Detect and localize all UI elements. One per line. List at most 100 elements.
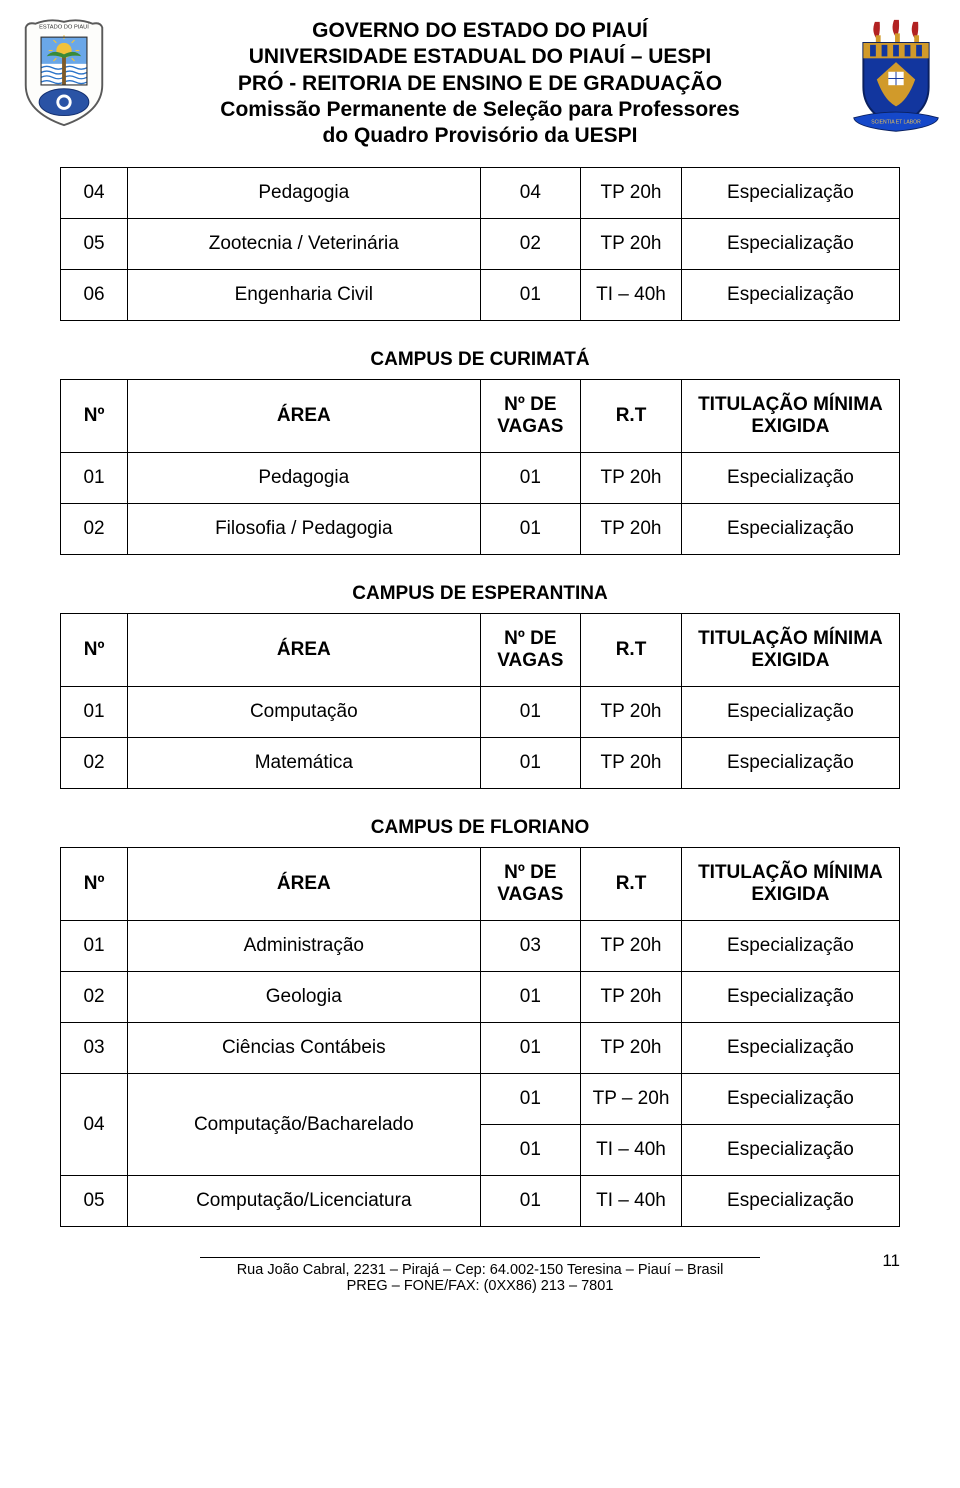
cell-area: Administração: [128, 921, 480, 972]
table-row: 05 Zootecnia / Veterinária 02 TP 20h Esp…: [61, 219, 900, 270]
table-row: 04 Pedagogia 04 TP 20h Especialização: [61, 168, 900, 219]
cell-titulacao: Especialização: [681, 504, 899, 555]
table-header-row: Nº ÁREA Nº DE VAGAS R.T TITULAÇÃO MÍNIMA…: [61, 614, 900, 687]
page-footer: 11 Rua João Cabral, 2231 – Pirajá – Cep:…: [60, 1257, 900, 1294]
campus-title-floriano: CAMPUS DE FLORIANO: [60, 817, 900, 839]
header-line-2: UNIVERSIDADE ESTADUAL DO PIAUÍ – UESPI: [220, 44, 739, 70]
cell-area: Matemática: [128, 738, 480, 789]
cell-area: Zootecnia / Veterinária: [128, 219, 480, 270]
cell-titulacao: Especialização: [681, 219, 899, 270]
col-header-rt: R.T: [581, 614, 682, 687]
page-number: 11: [882, 1251, 900, 1271]
table-row: 01 Pedagogia 01 TP 20h Especialização: [61, 453, 900, 504]
cell-area: Ciências Contábeis: [128, 1023, 480, 1074]
col-header-vagas-l1: Nº DE: [504, 862, 556, 883]
cell-rt: TP 20h: [581, 219, 682, 270]
cell-vagas: 01: [480, 1074, 581, 1125]
cell-vagas: 01: [480, 972, 581, 1023]
cell-area: Pedagogia: [128, 168, 480, 219]
page: ESTADO DO PIAUÍ: [0, 0, 960, 1304]
cell-vagas: 01: [480, 1176, 581, 1227]
table-row: 06 Engenharia Civil 01 TI – 40h Especial…: [61, 270, 900, 321]
university-shield-icon: SCIENTIA ET LABOR: [848, 18, 944, 143]
col-header-num: Nº: [61, 848, 128, 921]
cell-num: 02: [61, 972, 128, 1023]
cell-num: 04: [61, 168, 128, 219]
col-header-vagas: Nº DE VAGAS: [480, 848, 581, 921]
cell-num: 04: [61, 1074, 128, 1176]
cell-rt: TP 20h: [581, 738, 682, 789]
col-header-num: Nº: [61, 614, 128, 687]
cell-rt: TP 20h: [581, 687, 682, 738]
header-line-4: Comissão Permanente de Seleção para Prof…: [220, 97, 739, 123]
svg-text:ESTADO DO PIAUÍ: ESTADO DO PIAUÍ: [39, 24, 89, 31]
campus-title-esperantina: CAMPUS DE ESPERANTINA: [60, 583, 900, 605]
col-header-vagas-l1: Nº DE: [504, 628, 556, 649]
col-header-rt: R.T: [581, 380, 682, 453]
table-row: 02 Matemática 01 TP 20h Especialização: [61, 738, 900, 789]
col-header-titulacao: TITULAÇÃO MÍNIMA EXIGIDA: [681, 848, 899, 921]
cell-vagas: 01: [480, 453, 581, 504]
footer-line-2: PREG – FONE/FAX: (0XX86) 213 – 7801: [60, 1278, 900, 1294]
col-header-vagas-l2: VAGAS: [497, 884, 563, 905]
table-row: 01 Computação 01 TP 20h Especialização: [61, 687, 900, 738]
table-continuation: 04 Pedagogia 04 TP 20h Especialização 05…: [60, 167, 900, 321]
cell-num: 02: [61, 504, 128, 555]
col-header-area: ÁREA: [128, 848, 480, 921]
col-header-vagas: Nº DE VAGAS: [480, 380, 581, 453]
cell-titulacao: Especialização: [681, 738, 899, 789]
cell-rt: TP 20h: [581, 1023, 682, 1074]
cell-vagas: 01: [480, 1125, 581, 1176]
cell-area: Computação/Licenciatura: [128, 1176, 480, 1227]
header-line-3: PRÓ - REITORIA DE ENSINO E DE GRADUAÇÃO: [220, 71, 739, 97]
cell-rt: TI – 40h: [581, 1125, 682, 1176]
cell-vagas: 02: [480, 219, 581, 270]
cell-rt: TP 20h: [581, 453, 682, 504]
table-header-row: Nº ÁREA Nº DE VAGAS R.T TITULAÇÃO MÍNIMA…: [61, 848, 900, 921]
cell-area: Computação: [128, 687, 480, 738]
col-header-area: ÁREA: [128, 380, 480, 453]
cell-titulacao: Especialização: [681, 1125, 899, 1176]
table-row: 05 Computação/Licenciatura 01 TI – 40h E…: [61, 1176, 900, 1227]
table-row: 01 Administração 03 TP 20h Especializaçã…: [61, 921, 900, 972]
col-header-vagas-l2: VAGAS: [497, 416, 563, 437]
cell-vagas: 04: [480, 168, 581, 219]
cell-num: 02: [61, 738, 128, 789]
table-row: 02 Geologia 01 TP 20h Especialização: [61, 972, 900, 1023]
col-header-vagas: Nº DE VAGAS: [480, 614, 581, 687]
footer-line-1: Rua João Cabral, 2231 – Pirajá – Cep: 64…: [60, 1262, 900, 1278]
cell-area: Geologia: [128, 972, 480, 1023]
cell-vagas: 01: [480, 270, 581, 321]
footer-rule: [200, 1257, 760, 1258]
cell-vagas: 01: [480, 738, 581, 789]
table-floriano: Nº ÁREA Nº DE VAGAS R.T TITULAÇÃO MÍNIMA…: [60, 847, 900, 1227]
cell-area: Pedagogia: [128, 453, 480, 504]
cell-num: 03: [61, 1023, 128, 1074]
campus-title-curimata: CAMPUS DE CURIMATÁ: [60, 349, 900, 371]
cell-num: 01: [61, 921, 128, 972]
cell-num: 06: [61, 270, 128, 321]
cell-rt: TP – 20h: [581, 1074, 682, 1125]
cell-vagas: 01: [480, 687, 581, 738]
cell-rt: TI – 40h: [581, 270, 682, 321]
cell-titulacao: Especialização: [681, 453, 899, 504]
table-esperantina: Nº ÁREA Nº DE VAGAS R.T TITULAÇÃO MÍNIMA…: [60, 613, 900, 789]
cell-titulacao: Especialização: [681, 168, 899, 219]
cell-num: 01: [61, 453, 128, 504]
col-header-vagas-l1: Nº DE: [504, 394, 556, 415]
header-line-1: GOVERNO DO ESTADO DO PIAUÍ: [220, 18, 739, 44]
cell-rt: TP 20h: [581, 921, 682, 972]
cell-titulacao: Especialização: [681, 1023, 899, 1074]
cell-rt: TI – 40h: [581, 1176, 682, 1227]
cell-vagas: 01: [480, 1023, 581, 1074]
table-row: 04 Computação/Bacharelado 01 TP – 20h Es…: [61, 1074, 900, 1125]
cell-num: 05: [61, 219, 128, 270]
cell-titulacao: Especialização: [681, 1176, 899, 1227]
cell-num: 05: [61, 1176, 128, 1227]
cell-area: Filosofia / Pedagogia: [128, 504, 480, 555]
cell-titulacao: Especialização: [681, 687, 899, 738]
header-title-block: GOVERNO DO ESTADO DO PIAUÍ UNIVERSIDADE …: [220, 18, 739, 149]
table-row: 03 Ciências Contábeis 01 TP 20h Especial…: [61, 1023, 900, 1074]
state-coat-of-arms-icon: ESTADO DO PIAUÍ: [16, 18, 112, 133]
col-header-rt: R.T: [581, 848, 682, 921]
